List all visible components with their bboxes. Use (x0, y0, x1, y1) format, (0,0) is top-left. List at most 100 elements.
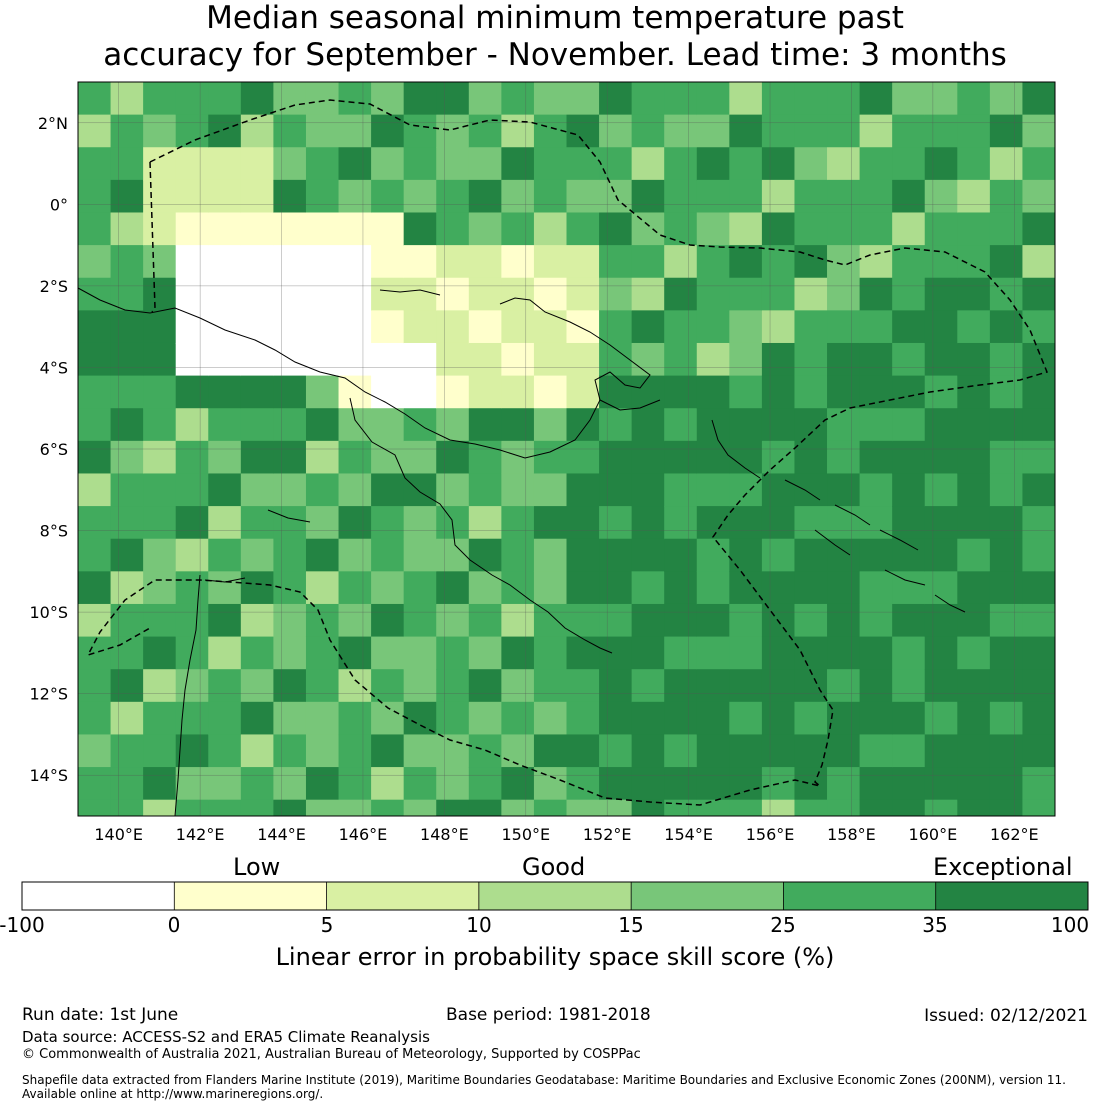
skill-grid-cell (305, 734, 340, 768)
skill-grid-cell (859, 669, 893, 703)
colorbar-tick: 15 (618, 913, 644, 937)
skill-grid-cell (827, 147, 861, 181)
skill-grid-cell (175, 179, 209, 214)
skill-grid-cell (338, 310, 372, 344)
skill-grid-cell (1022, 212, 1055, 246)
map-frame (77, 81, 1056, 817)
skill-grid-cell (533, 179, 568, 214)
skill-grid-cell (110, 506, 144, 540)
skill-grid-cell (143, 767, 177, 801)
skill-grid-cell (664, 767, 698, 801)
skill-grid-cell (1022, 342, 1055, 377)
skill-grid-cell (827, 636, 861, 670)
skill-grid-cell (338, 212, 372, 246)
skill-grid-cell (599, 473, 633, 507)
skill-grid-cell (338, 734, 372, 768)
skill-grid-cell (240, 701, 274, 736)
skill-grid-cell (371, 179, 405, 214)
skill-grid-cell (729, 473, 763, 507)
skill-grid-cell (403, 506, 437, 540)
skill-grid-cell (696, 701, 730, 736)
skill-grid-cell (501, 767, 535, 801)
skill-grid-cell (208, 440, 242, 475)
skill-grid-cell (371, 408, 405, 442)
longitude-tick-label: 142°E (176, 825, 225, 844)
skill-grid-cell (631, 277, 665, 311)
skill-grid-cell (827, 571, 861, 605)
skill-grid-cell (827, 506, 861, 540)
latitude-tick-label: 6°S (40, 440, 68, 459)
skill-grid-cell (664, 603, 698, 638)
skill-grid-cell (371, 245, 405, 279)
skill-grid-cell (827, 277, 861, 311)
colorbar-tick: 25 (770, 913, 796, 937)
skill-grid-cell (305, 440, 340, 475)
skill-grid-cell (240, 114, 274, 148)
skill-grid-cell (533, 473, 568, 507)
skill-grid-cell (436, 603, 470, 638)
skill-grid-cell (631, 603, 665, 638)
skill-grid-cell (338, 669, 372, 703)
copyright: © Commonwealth of Australia 2021, Austra… (22, 1047, 641, 1062)
colorbar-tick: 0 (167, 913, 181, 937)
skill-grid-cell (631, 342, 665, 377)
skill-grid-cell (273, 473, 307, 507)
skill-grid-cell (827, 375, 861, 409)
skill-grid-cell (729, 506, 763, 540)
skill-grid-cell (208, 82, 242, 116)
skill-grid-cell (566, 82, 600, 116)
skill-grid-cell (468, 767, 502, 801)
skill-grid-cell (78, 506, 112, 540)
skill-grid-cell (924, 767, 958, 801)
skill-grid-cell (403, 603, 437, 638)
skill-grid-cell (892, 669, 926, 703)
skill-grid-cell (436, 114, 470, 148)
skill-grid-cell (696, 440, 730, 475)
skill-grid-cell (143, 799, 177, 816)
skill-grid-cell (794, 636, 828, 670)
skill-grid-cell (533, 603, 568, 638)
skill-grid-cell (794, 473, 828, 507)
skill-grid-cell (208, 310, 242, 344)
skill-grid-cell (892, 114, 926, 148)
skill-grid-cell (696, 571, 730, 605)
skill-grid-cell (631, 408, 665, 442)
skill-grid-cell (1022, 767, 1055, 801)
skill-grid-cell (599, 538, 633, 572)
skill-grid-cell (827, 212, 861, 246)
skill-grid-cell (501, 375, 535, 409)
skill-grid-cell (631, 114, 665, 148)
skill-grid-cell (468, 636, 502, 670)
skill-grid-cell (696, 636, 730, 670)
skill-grid-cell (696, 245, 730, 279)
skill-grid-cell (110, 147, 144, 181)
skill-grid-cell (794, 82, 828, 116)
skill-grid-cell (273, 342, 307, 377)
colorbar-swatch (326, 882, 480, 910)
skill-grid-cell (892, 767, 926, 801)
skill-grid-cell (338, 179, 372, 214)
skill-grid-cell (924, 473, 958, 507)
skill-grid-cell (1022, 82, 1055, 116)
skill-grid-cell (729, 538, 763, 572)
skill-grid-cell (989, 375, 1024, 409)
skill-grid-cell (403, 473, 437, 507)
skill-grid-cell (175, 636, 209, 670)
skill-grid-cell (729, 114, 763, 148)
skill-grid-cell (305, 114, 340, 148)
skill-grid-cell (273, 669, 307, 703)
skill-grid-cell (143, 375, 177, 409)
skill-grid-cell (1022, 669, 1055, 703)
latitude-tick-label: 4°S (40, 358, 68, 377)
skill-grid-cell (631, 473, 665, 507)
skill-grid-cell (240, 571, 274, 605)
skill-grid-cell (208, 408, 242, 442)
skill-grid-cell (240, 277, 274, 311)
skill-grid-cell (175, 701, 209, 736)
skill-grid-cell (305, 375, 340, 409)
skill-grid-cell (761, 473, 796, 507)
colorbar-swatch (478, 882, 632, 910)
skill-grid-cell (631, 669, 665, 703)
skill-grid-cell (989, 571, 1024, 605)
skill-grid-cell (924, 538, 958, 572)
